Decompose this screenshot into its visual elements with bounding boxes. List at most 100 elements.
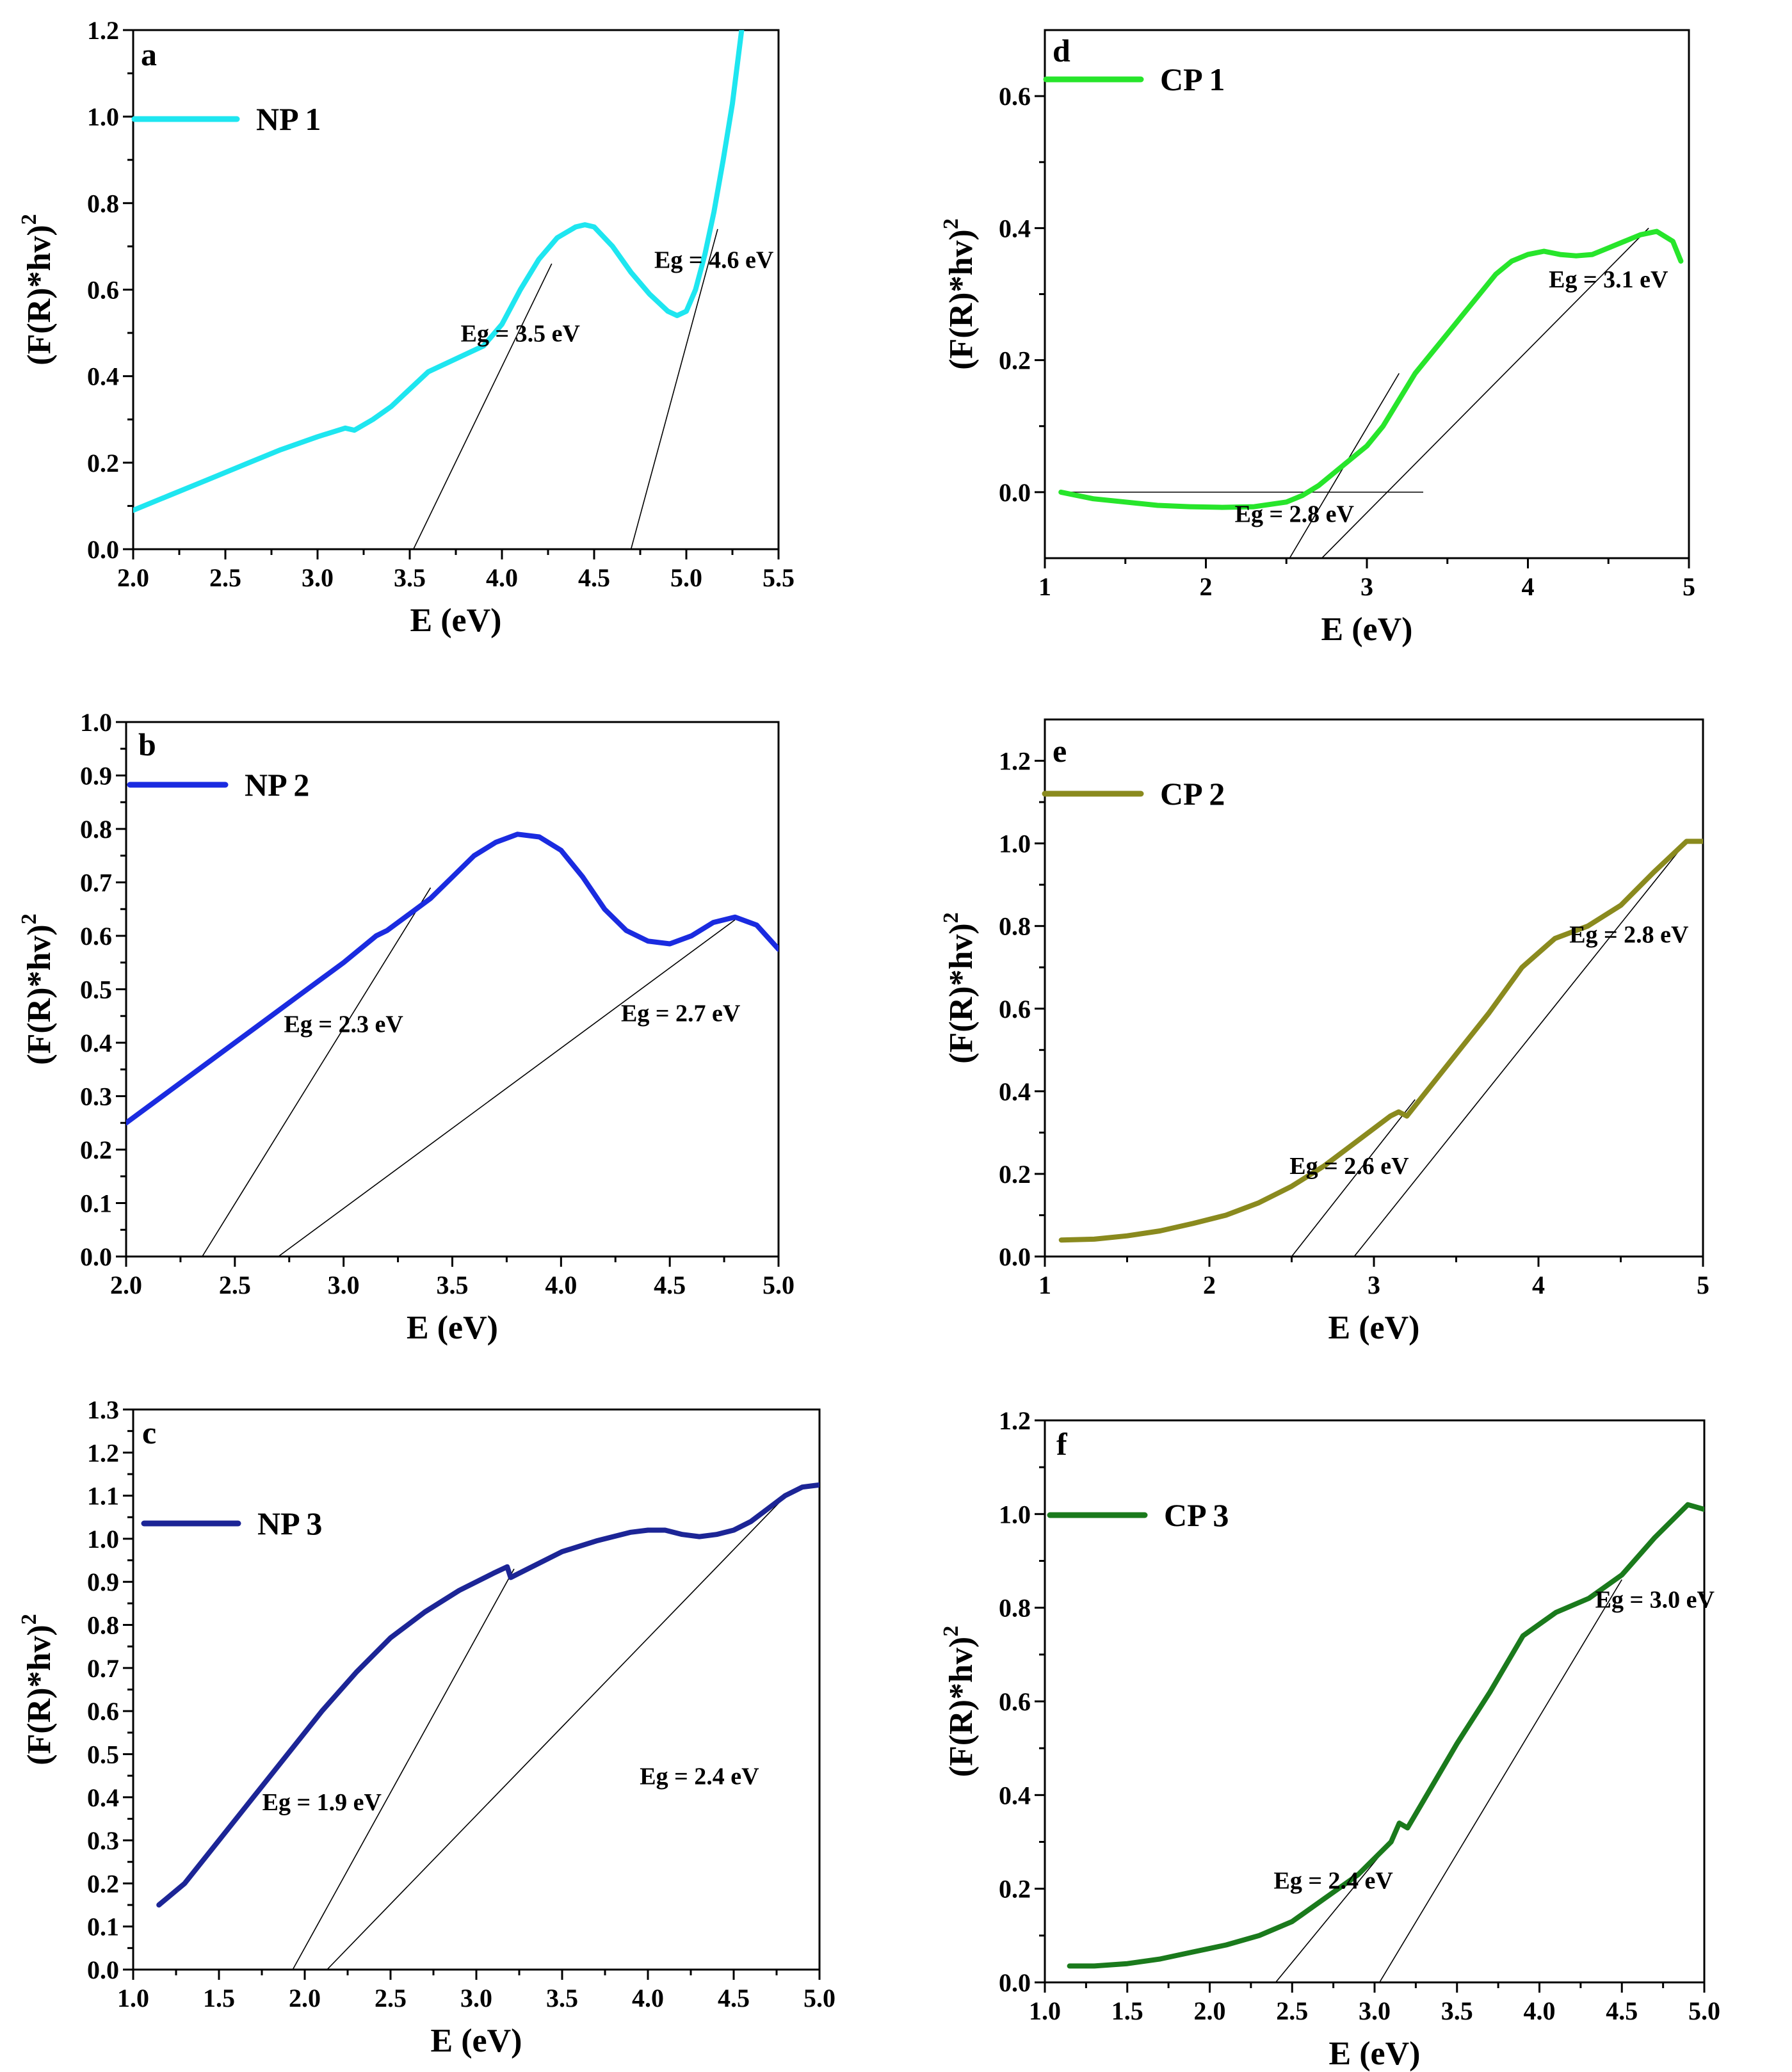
x-tick-label: 5 [1697, 1271, 1709, 1299]
series-line-cp-2 [1058, 839, 1703, 1243]
x-tick-label: 4.0 [1524, 1996, 1556, 2025]
x-tick-label: 3.5 [437, 1271, 469, 1299]
bandgap-annotation: Eg = 1.9 eV [262, 1789, 382, 1816]
panel-letter: d [1053, 33, 1070, 68]
y-tick-label: 1.0 [80, 708, 112, 737]
y-axis-title: (F(R)*hv)2 [939, 1626, 980, 1778]
y-tick-label: 1.0 [999, 830, 1031, 858]
x-tick-label: 2.5 [209, 563, 241, 592]
x-tick-label: 5.0 [1688, 1996, 1720, 2025]
bandgap-annotation: Eg = 3.5 eV [461, 321, 581, 348]
bandgap-annotation: Eg = 2.8 eV [1569, 922, 1689, 949]
x-tick-label: 4 [1532, 1271, 1545, 1299]
y-tick-label: 0.9 [80, 762, 112, 791]
bandgap-annotation: Eg = 2.6 eV [1289, 1153, 1409, 1180]
tangent-fit-line [1275, 1841, 1392, 1982]
y-tick-label: 0.1 [80, 1189, 112, 1218]
tangent-fit-line [327, 1499, 782, 1970]
y-axis-title: (F(R)*hv)2 [17, 214, 58, 365]
x-tick-label: 4.0 [545, 1271, 577, 1299]
tangent-fit-line [1291, 1099, 1416, 1257]
x-tick-label: 1.0 [117, 1984, 149, 2012]
series-line-cp-3 [1067, 1502, 1704, 1969]
x-tick-label: 1.5 [1111, 1996, 1143, 2025]
x-axis-title: E (eV) [410, 602, 502, 639]
x-tick-label: 4.5 [718, 1984, 750, 2012]
tangent-fit-line [202, 887, 432, 1257]
y-tick-label: 0.0 [87, 1956, 119, 1984]
y-tick-label: 0.4 [80, 1029, 112, 1057]
x-tick-label: 1.0 [1029, 1996, 1061, 2025]
y-tick-label: 0.8 [999, 912, 1031, 941]
y-tick-label: 0.4 [999, 1077, 1031, 1106]
y-tick-label: 0.2 [999, 1875, 1031, 1904]
plot-frame [1044, 29, 1690, 559]
y-tick-label: 0.8 [87, 189, 119, 218]
y-tick-label: 0.2 [999, 346, 1031, 375]
x-tick-label: 2.0 [110, 1271, 142, 1299]
legend-label: CP 1 [1160, 61, 1225, 97]
y-tick-label: 0.0 [999, 478, 1031, 507]
panel-letter: f [1056, 1426, 1068, 1462]
y-tick-label: 1.2 [999, 747, 1031, 776]
x-tick-label: 3.0 [328, 1271, 360, 1299]
bandgap-annotation: Eg = 4.6 eV [654, 247, 774, 274]
chart-panel-f: 1.0 1.5 2.0 2.5 3.0 3.5 4.0 4.5 5.0 0.0 0.2 0.4 0.6 0… [939, 1406, 1720, 2072]
x-tick-label: 3 [1360, 572, 1373, 601]
x-tick-label: 1 [1038, 572, 1051, 601]
y-tick-label: 1.2 [87, 16, 119, 45]
bandgap-annotation: Eg = 3.1 eV [1549, 266, 1668, 293]
series-line-np-3 [156, 1482, 819, 1907]
x-tick-label: 2.5 [1276, 1996, 1308, 2025]
x-tick-label: 2 [1203, 1271, 1216, 1299]
fit-lines [413, 229, 718, 549]
x-tick-label: 3.0 [460, 1984, 492, 2012]
legend-label: CP 2 [1160, 776, 1225, 812]
y-tick-label: 0.0 [87, 535, 119, 564]
y-tick-label: 0.6 [999, 1687, 1031, 1716]
x-tick-label: 2.5 [375, 1984, 407, 2012]
series-line-np-1 [133, 30, 745, 513]
tangent-fit-line [1321, 227, 1649, 558]
y-tick-label: 0.6 [999, 82, 1031, 111]
y-tick-label: 1.0 [87, 102, 119, 131]
panel-letter: a [141, 36, 157, 72]
x-tick-label: 3 [1368, 1271, 1380, 1299]
y-tick-label: 0.1 [87, 1913, 119, 1941]
x-tick-label: 3.0 [1359, 1996, 1391, 2025]
y-tick-label: 0.7 [87, 1654, 119, 1683]
y-tick-label: 0.2 [80, 1136, 112, 1164]
bandgap-annotation: Eg = 3.0 eV [1595, 1587, 1715, 1614]
y-tick-label: 1.0 [87, 1525, 119, 1554]
tangent-fit-line [630, 229, 718, 549]
x-tick-label: 2.0 [1194, 1996, 1226, 2025]
chart-panel-e: 1 2 3 4 5 0.0 0.2 0.4 0.6 0.8 1.0 1.2 E (eV) (F(R)*hv… [939, 718, 1709, 1346]
y-axis-title: (F(R)*hv)2 [939, 218, 980, 370]
x-tick-label: 4.5 [654, 1271, 686, 1299]
x-axis-title: E (eV) [1329, 2036, 1421, 2072]
x-tick-label: 3.5 [394, 563, 426, 592]
legend-label: NP 1 [256, 101, 321, 137]
y-tick-label: 1.1 [87, 1482, 119, 1511]
x-tick-label: 3.5 [1441, 1996, 1473, 2025]
tangent-fit-line [278, 919, 736, 1257]
x-tick-label: 2.0 [117, 563, 149, 592]
tangent-fit-line [1379, 1579, 1622, 1982]
y-tick-label: 0.0 [999, 1242, 1031, 1271]
y-tick-label: 0.4 [999, 214, 1031, 243]
y-tick-label: 0.2 [87, 1869, 119, 1898]
x-tick-label: 5 [1683, 572, 1695, 601]
bandgap-annotation: Eg = 2.3 eV [284, 1011, 404, 1038]
panel-letter: c [142, 1415, 156, 1450]
bandgap-annotation: Eg = 2.8 eV [1235, 501, 1355, 527]
bandgap-annotation: Eg = 2.4 eV [1273, 1868, 1393, 1895]
x-tick-label: 2.0 [289, 1984, 321, 2012]
x-tick-label: 3.5 [546, 1984, 578, 2012]
y-tick-label: 0.0 [80, 1242, 112, 1271]
chart-panel-b: 2.0 2.5 3.0 3.5 4.0 4.5 5.0 0.0 0.1 0.2 0.3 0.4 0.5 0… [17, 708, 795, 1346]
y-tick-label: 0.6 [87, 276, 119, 305]
y-tick-label: 0.2 [87, 449, 119, 478]
y-tick-label: 0.3 [87, 1826, 119, 1855]
y-tick-label: 0.8 [999, 1594, 1031, 1623]
panel-letter: e [1053, 733, 1067, 769]
